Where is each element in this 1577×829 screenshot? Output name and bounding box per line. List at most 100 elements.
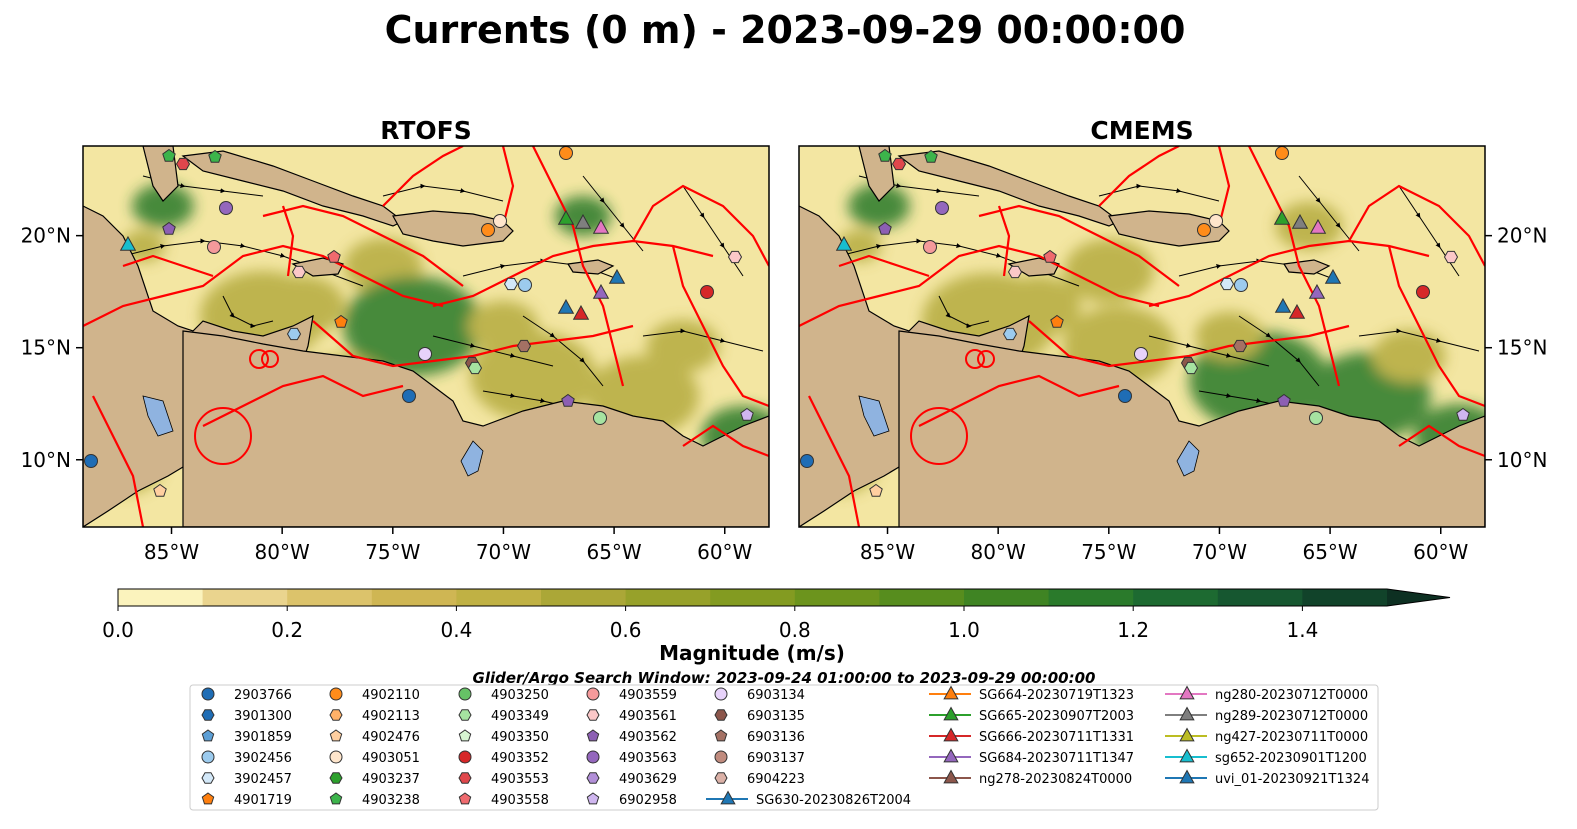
legend-item-glider: SG684-20230711T1347 xyxy=(929,748,1134,766)
rtofs-xtick-label: 65°W xyxy=(586,540,641,564)
rtofs-float-marker-24 xyxy=(727,250,743,264)
legend-item-argo: 4902110 xyxy=(329,687,420,703)
legend-marker xyxy=(201,729,215,742)
rtofs-xtick-label: 70°W xyxy=(476,540,531,564)
legend-marker xyxy=(458,687,472,701)
legend-label: 4903349 xyxy=(491,709,549,724)
legend-item-glider: ng278-20230824T0000 xyxy=(929,769,1132,787)
cmems-boundary-13 xyxy=(997,205,1011,277)
cmems-float-marker-16 xyxy=(1234,278,1248,292)
rtofs-glider-marker-7 xyxy=(119,235,137,251)
legend-marker xyxy=(943,706,959,721)
rtofs-speed-patch-6 xyxy=(261,276,345,336)
cmems-boundary-8 xyxy=(918,374,1120,427)
legend-item-argo: 4902113 xyxy=(329,709,420,724)
colorbar: 0.0 0.2 0.4 0.6 0.8 1.0 1.2 1.4 Magnitude (m/s) xyxy=(102,588,1451,665)
colorbar-segment xyxy=(964,589,1050,606)
cmems-float-marker-5 xyxy=(878,221,892,235)
rtofs-speed-patch-4 xyxy=(343,276,483,376)
legend-label: 6904223 xyxy=(747,772,805,787)
rtofs-boundary-11 xyxy=(682,424,769,458)
cmems-float-marker-8 xyxy=(1002,327,1018,341)
legend-item-argo: 3902456 xyxy=(201,750,292,766)
legend-item-argo: 4903553 xyxy=(458,772,549,787)
colorbar-segment xyxy=(625,589,711,606)
cmems-boundary-1 xyxy=(978,204,1180,287)
cmems-float-marker-21 xyxy=(1309,411,1323,425)
colorbar-ticks: 0.0 0.2 0.4 0.6 0.8 1.0 1.2 1.4 xyxy=(102,606,1318,642)
rtofs-glider-marker-0 xyxy=(557,209,575,225)
rtofs-float-marker-17 xyxy=(516,339,532,353)
legend-item-argo: 4903558 xyxy=(458,792,549,808)
colorbar-tick-label: 1.4 xyxy=(1286,618,1318,642)
rtofs-glider-marker-3 xyxy=(557,298,575,314)
legend-label: 6903135 xyxy=(747,709,805,724)
rtofs-float-marker-25 xyxy=(84,454,98,468)
legend-item-glider: ng280-20230712T0000 xyxy=(1165,685,1368,703)
legend-item-argo: 4903561 xyxy=(586,709,677,724)
legend-marker xyxy=(329,687,343,701)
colorbar-tick-label: 0.0 xyxy=(102,618,134,642)
legend-item-argo: 6902958 xyxy=(586,792,677,808)
colorbar-segment xyxy=(371,589,457,606)
cmems-xtick-label: 85°W xyxy=(860,540,915,564)
legend-marker xyxy=(201,750,215,764)
legend-marker xyxy=(714,709,728,721)
cmems-boundary-3 xyxy=(1148,239,1430,308)
cmems-x-axis: 85°W 80°W 75°W 70°W 65°W 60°W xyxy=(860,527,1469,564)
cmems-float-marker-26 xyxy=(869,483,883,497)
legend-marker xyxy=(201,772,215,784)
legend-item-argo: 4903350 xyxy=(458,729,549,745)
rtofs-eez-boundaries xyxy=(83,146,769,527)
cmems-boundary-7 xyxy=(1387,245,1485,408)
legend-label: 4902110 xyxy=(362,688,420,703)
colorbar-frame xyxy=(117,588,1451,607)
rtofs-float-marker-10 xyxy=(418,347,432,361)
colorbar-segment xyxy=(710,589,796,606)
legend-label: 3902456 xyxy=(234,751,292,766)
cmems-glider-marker-3 xyxy=(1274,297,1292,313)
legend-marker xyxy=(1179,685,1195,700)
rtofs-boundary-0 xyxy=(83,244,444,327)
rtofs-float-marker-3 xyxy=(219,201,233,215)
figure-title: Currents (0 m) - 2023-09-29 00:00:00 xyxy=(385,8,1186,52)
legend-marker xyxy=(714,687,728,701)
cmems-glider-marker-2 xyxy=(1309,218,1327,234)
legend-label: 4903352 xyxy=(491,751,549,766)
legend-label: 4903559 xyxy=(619,688,677,703)
legend-item-argo: 4902476 xyxy=(329,729,420,745)
cmems-float-marker-4 xyxy=(923,240,937,254)
rtofs-glider-marker-5 xyxy=(592,283,610,299)
legend-label: 3902457 xyxy=(234,772,292,787)
legend-marker xyxy=(586,792,600,805)
rtofs-xtick-label: 85°W xyxy=(144,540,199,564)
rtofs-landmass-6 xyxy=(566,259,615,275)
legend-label: 6903136 xyxy=(747,730,805,745)
cmems-boundary-11 xyxy=(1398,424,1485,458)
legend-marker xyxy=(201,709,215,721)
legend-label: 4903558 xyxy=(491,793,549,808)
cmems-panel-title: CMEMS xyxy=(1090,116,1193,145)
cmems-gliders xyxy=(835,209,1342,319)
rtofs-streamline-12 xyxy=(222,295,274,329)
colorbar-segment xyxy=(1302,589,1388,606)
rtofs-float-marker-14 xyxy=(481,223,495,237)
rtofs-boundary-loop-1 xyxy=(261,350,279,368)
colorbar-tick-label: 1.0 xyxy=(948,618,980,642)
legend-marker xyxy=(329,772,343,784)
rtofs-boundary-6 xyxy=(632,184,769,267)
legend-item-argo: 4901719 xyxy=(201,792,292,808)
colorbar-segment xyxy=(541,589,627,606)
cmems-boundary-6 xyxy=(1348,184,1485,267)
rtofs-streamline-4 xyxy=(382,183,504,202)
rtofs-xtick-label: 75°W xyxy=(365,540,420,564)
legend-marker xyxy=(586,772,600,784)
rtofs-glider-marker-6 xyxy=(608,268,626,284)
rtofs-float-marker-20 xyxy=(561,393,575,407)
rtofs-map xyxy=(83,146,769,527)
colorbar-segment xyxy=(1048,589,1134,606)
rtofs-glider-marker-4 xyxy=(572,304,590,320)
legend-item-argo: 2903766 xyxy=(201,687,292,703)
cmems-boundary-4 xyxy=(1098,146,1180,207)
legend-item-argo: 3902457 xyxy=(201,772,292,787)
